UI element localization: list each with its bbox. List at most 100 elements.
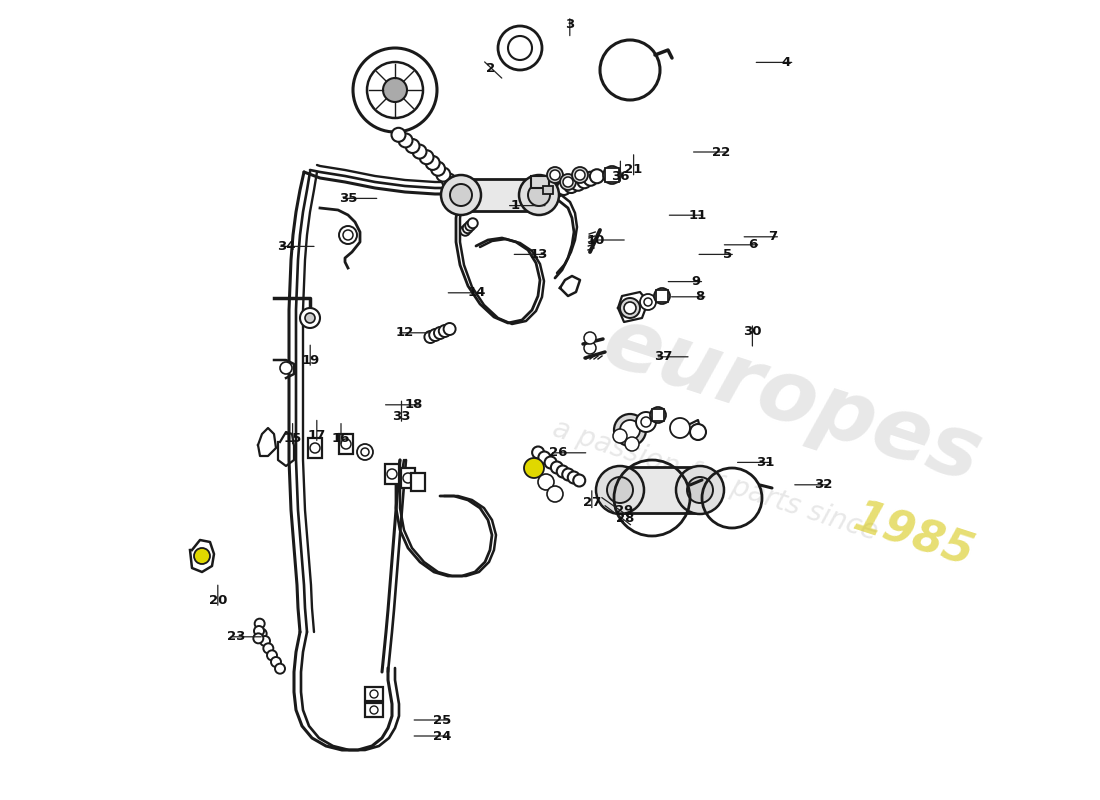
Circle shape [300, 308, 320, 328]
Circle shape [590, 170, 604, 183]
Circle shape [578, 174, 592, 188]
Text: 7: 7 [768, 230, 777, 243]
Bar [411, 473, 425, 491]
Circle shape [443, 323, 455, 335]
Circle shape [361, 448, 368, 456]
Circle shape [419, 150, 433, 164]
Circle shape [387, 469, 397, 479]
Circle shape [624, 302, 636, 314]
Circle shape [535, 187, 549, 201]
Circle shape [542, 185, 557, 199]
Circle shape [654, 288, 670, 304]
Text: 23: 23 [228, 630, 245, 643]
Circle shape [584, 342, 596, 354]
Circle shape [398, 134, 412, 147]
Circle shape [383, 78, 407, 102]
Circle shape [557, 466, 569, 478]
Circle shape [538, 451, 550, 463]
Bar [543, 186, 553, 194]
Circle shape [426, 156, 440, 170]
Circle shape [468, 218, 477, 228]
Circle shape [447, 179, 461, 194]
Text: 18: 18 [405, 398, 422, 411]
Text: 15: 15 [284, 432, 301, 445]
Text: 1985: 1985 [847, 496, 979, 576]
Bar [652, 409, 664, 421]
Circle shape [403, 473, 412, 483]
Text: 34: 34 [277, 240, 295, 253]
Circle shape [544, 457, 557, 469]
Circle shape [305, 313, 315, 323]
Text: 6: 6 [748, 238, 757, 251]
Circle shape [353, 48, 437, 132]
Text: 22: 22 [713, 146, 730, 158]
Circle shape [260, 636, 270, 646]
Circle shape [670, 418, 690, 438]
Circle shape [508, 36, 532, 60]
Circle shape [644, 298, 652, 306]
Circle shape [392, 128, 406, 142]
Circle shape [640, 294, 656, 310]
Bar [365, 703, 383, 717]
Circle shape [571, 177, 585, 190]
Circle shape [267, 650, 277, 660]
Circle shape [441, 175, 481, 215]
Text: 37: 37 [654, 350, 672, 363]
Circle shape [370, 706, 378, 714]
Circle shape [519, 175, 559, 215]
Circle shape [412, 145, 427, 158]
Circle shape [341, 439, 351, 449]
Circle shape [690, 424, 706, 440]
Bar [402, 468, 415, 488]
Circle shape [547, 167, 563, 183]
Text: a passion for parts since: a passion for parts since [549, 414, 881, 546]
Circle shape [563, 177, 573, 187]
Circle shape [280, 362, 292, 374]
Circle shape [528, 184, 550, 206]
Circle shape [676, 466, 724, 514]
Circle shape [275, 664, 285, 674]
Circle shape [194, 548, 210, 564]
Circle shape [358, 444, 373, 460]
Circle shape [463, 223, 473, 234]
Circle shape [406, 139, 419, 153]
Circle shape [310, 443, 320, 453]
Circle shape [442, 174, 455, 187]
Text: 36: 36 [612, 170, 629, 182]
Circle shape [650, 407, 666, 423]
Text: 8: 8 [695, 290, 704, 303]
Circle shape [575, 170, 585, 180]
Circle shape [437, 167, 450, 182]
Bar [365, 687, 383, 701]
Text: 26: 26 [549, 446, 566, 459]
Text: 20: 20 [209, 594, 227, 606]
Circle shape [596, 466, 644, 514]
Bar [531, 176, 549, 188]
Text: 19: 19 [301, 354, 319, 366]
Text: 21: 21 [625, 163, 642, 176]
Circle shape [620, 420, 640, 440]
Text: 5: 5 [723, 248, 732, 261]
Circle shape [339, 226, 358, 244]
Text: 24: 24 [433, 730, 451, 742]
Text: 9: 9 [692, 275, 701, 288]
Circle shape [465, 221, 475, 230]
Text: 13: 13 [530, 248, 548, 261]
Circle shape [562, 469, 574, 481]
Text: 10: 10 [587, 234, 605, 246]
Circle shape [254, 626, 264, 636]
Circle shape [551, 462, 563, 474]
Bar [308, 438, 322, 458]
Circle shape [573, 474, 585, 486]
Text: 11: 11 [689, 209, 706, 222]
Text: 28: 28 [616, 512, 634, 525]
Circle shape [620, 298, 640, 318]
Circle shape [524, 458, 544, 478]
Circle shape [263, 643, 273, 654]
Circle shape [600, 40, 660, 100]
Bar [385, 464, 399, 484]
Circle shape [584, 172, 597, 186]
Circle shape [431, 162, 446, 176]
Circle shape [532, 446, 544, 458]
Circle shape [572, 167, 588, 183]
